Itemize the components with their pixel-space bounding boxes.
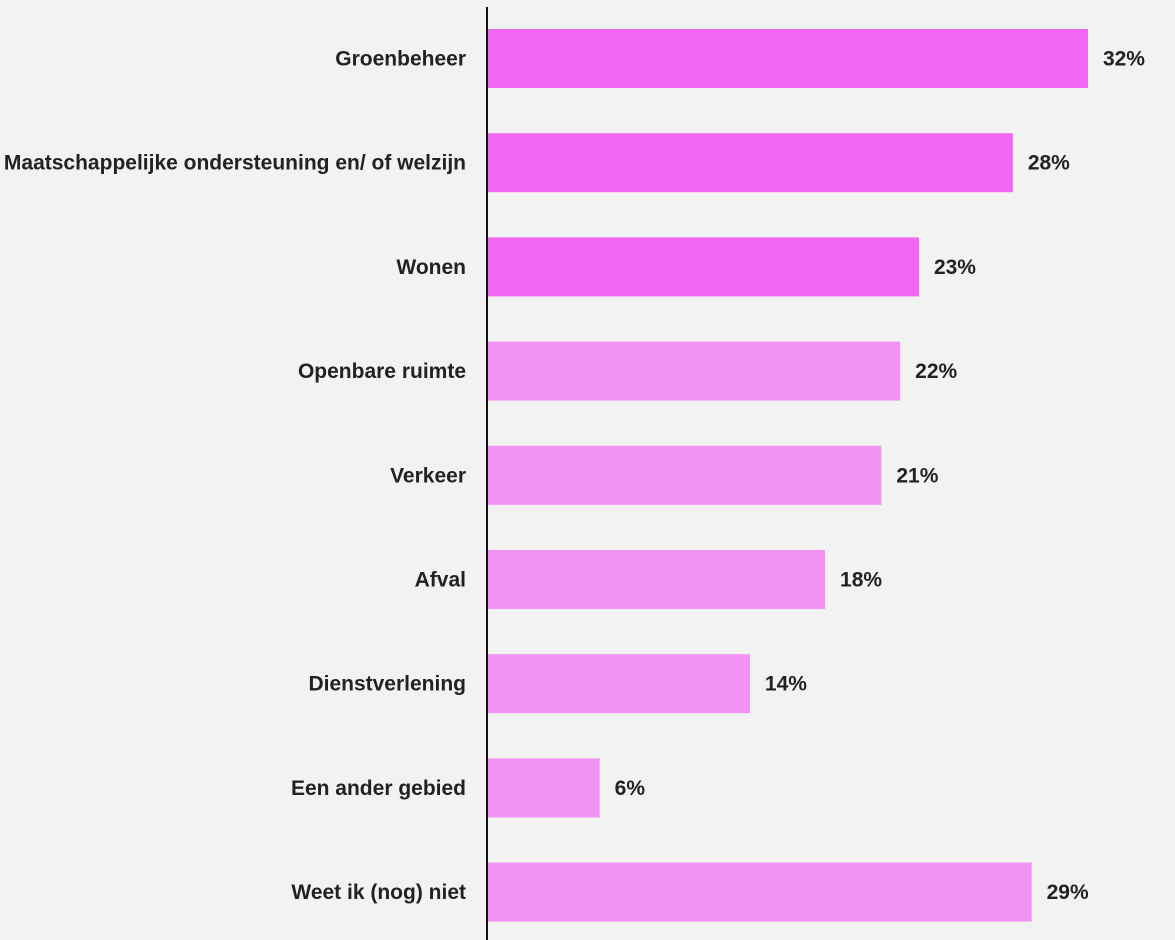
bar bbox=[487, 29, 1088, 88]
category-label: Maatschappelijke ondersteuning en/ of we… bbox=[4, 152, 466, 175]
value-label: 6% bbox=[615, 777, 646, 800]
bar bbox=[487, 133, 1013, 193]
value-label: 23% bbox=[934, 256, 976, 279]
bars-group bbox=[487, 29, 1088, 922]
category-label: Wonen bbox=[396, 256, 466, 279]
value-label: 32% bbox=[1103, 48, 1145, 71]
value-label: 29% bbox=[1047, 881, 1089, 904]
category-label: Dienstverlening bbox=[308, 673, 466, 696]
category-label: Weet ik (nog) niet bbox=[291, 881, 466, 904]
value-label: 21% bbox=[896, 464, 938, 487]
bar bbox=[487, 654, 750, 714]
bar bbox=[487, 445, 882, 505]
labels-group: Groenbeheer 32% Maatschappelijke ondersteu… bbox=[4, 48, 1145, 905]
value-label: 22% bbox=[915, 360, 957, 383]
bar bbox=[487, 550, 826, 609]
category-label: Groenbeheer bbox=[335, 48, 466, 71]
value-label: 28% bbox=[1028, 152, 1070, 175]
bar bbox=[487, 758, 600, 818]
bar bbox=[487, 341, 901, 401]
bar bbox=[487, 862, 1032, 922]
bar bbox=[487, 237, 919, 297]
value-label: 18% bbox=[840, 569, 882, 592]
value-label: 14% bbox=[765, 673, 807, 696]
category-label: Afval bbox=[415, 569, 466, 592]
category-label: Openbare ruimte bbox=[298, 360, 466, 383]
category-label: Een ander gebied bbox=[291, 777, 466, 800]
category-label: Verkeer bbox=[390, 464, 466, 487]
